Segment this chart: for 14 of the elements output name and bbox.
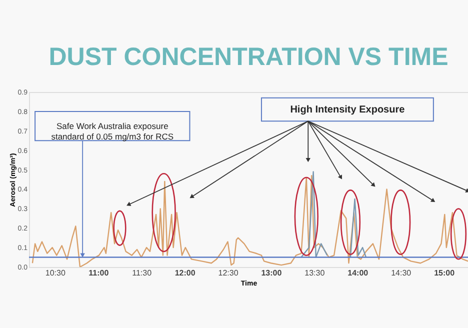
annotation: Safe Work Australia exposure standard of 0.05 mg/m3 for RCS — [51, 121, 174, 142]
x-tick-label: 10:30 — [45, 268, 66, 278]
x-tick-label: 12:30 — [218, 268, 239, 278]
x-tick-label: 14:00 — [348, 268, 369, 278]
x-tick-label: 14:30 — [391, 268, 412, 278]
line-series — [32, 175, 468, 267]
x-tick-label: 13:00 — [261, 268, 282, 278]
x-tick-label: 11:00 — [88, 268, 110, 278]
chart-title: DUST CONCENTRATION VS TIME — [48, 43, 448, 71]
x-tick-label: 15:00 — [434, 268, 456, 278]
x-tick-label: 11:30 — [132, 268, 152, 278]
annotation: High Intensity Exposure — [290, 104, 406, 116]
x-tick-label: 12:00 — [174, 268, 196, 278]
x-tick-label: 13:30 — [304, 268, 326, 278]
